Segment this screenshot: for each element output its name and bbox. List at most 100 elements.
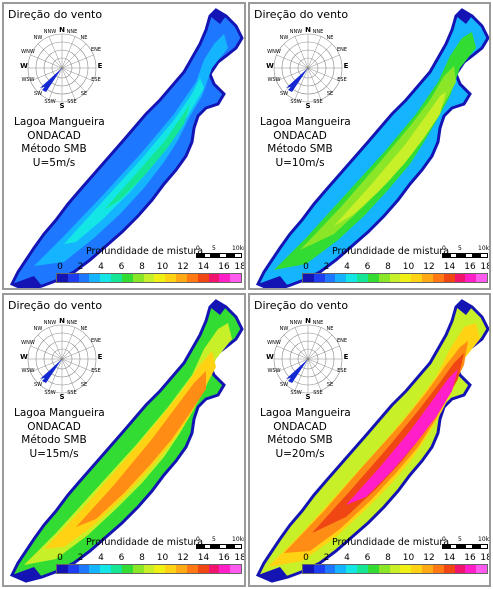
colorbar-swatch — [335, 565, 347, 573]
scale-segment — [234, 253, 243, 258]
legend-tick: 12 — [177, 553, 189, 563]
compass-label: S — [305, 102, 311, 110]
compass-label: N — [305, 26, 311, 34]
scale-segment — [465, 544, 473, 549]
depth-zone — [312, 353, 464, 533]
colorbar-swatch — [432, 565, 444, 573]
colorbar-swatch — [154, 565, 166, 573]
colorbar-swatch — [165, 565, 177, 573]
depth-zone — [255, 299, 489, 583]
legend-tick: 6 — [118, 262, 125, 272]
colorbar-swatch — [57, 274, 68, 282]
scale-label: 5 — [458, 245, 462, 252]
compass-label: SW — [279, 382, 289, 388]
legend-tick: 18m — [480, 262, 489, 272]
depth-zone — [274, 32, 476, 270]
panel-title: Direção do vento — [8, 8, 103, 21]
lagoon-map — [9, 8, 244, 288]
scale-label: 5 — [212, 536, 216, 543]
scale-segment — [472, 253, 481, 258]
depth-zone — [334, 92, 446, 226]
panel-info: Lagoa Mangueira ONDACAD Método SMB U=20m/s — [260, 407, 351, 461]
shore-zone — [258, 276, 288, 288]
compass-label: SSE — [313, 390, 323, 396]
colorbar-swatch — [476, 565, 488, 573]
colorbar-swatch — [357, 565, 368, 573]
legend-tick: 0 — [303, 553, 309, 563]
legend-tick: 16 — [464, 262, 476, 272]
info-method: Método SMB — [21, 143, 87, 155]
compass-label: SSW — [44, 99, 56, 105]
legend-tick: 14 — [197, 262, 210, 272]
info-wind: U=5m/s — [32, 156, 76, 169]
legend-tick: 8 — [139, 262, 145, 272]
info-model: ONDACAD — [273, 129, 327, 142]
rose-spoke — [61, 67, 76, 100]
colorbar-swatch — [313, 274, 325, 282]
colorbar-swatch — [100, 565, 112, 573]
compass-label: ESE — [337, 368, 347, 374]
colorbar-swatch — [303, 274, 314, 282]
colorbar-swatch — [165, 274, 177, 282]
legend-tick: 2 — [323, 553, 330, 563]
panel-info: Lagoa Mangueira ONDACAD Método SMB U=15m/s — [14, 407, 105, 461]
rose-spoke — [307, 67, 322, 100]
compass-label: S — [305, 393, 311, 401]
rose-spoke — [276, 54, 309, 69]
compass-label: N — [59, 26, 65, 34]
colorbar-swatch — [176, 274, 187, 282]
rose-spoke — [307, 345, 340, 360]
rose-spoke — [294, 36, 309, 69]
colorbar-swatch — [143, 565, 155, 573]
rose-spoke — [307, 327, 322, 360]
wind-direction-arrow — [286, 68, 308, 88]
compass-label: ESE — [337, 77, 347, 83]
shore-zone — [12, 567, 42, 581]
colorbar-swatch — [346, 274, 358, 282]
rose-spoke — [294, 358, 309, 391]
colorbar-swatch — [432, 274, 444, 282]
legend-tick: 2 — [77, 262, 84, 272]
legend-tick: 10 — [156, 553, 169, 563]
rose-spoke — [37, 43, 63, 69]
compass-label: S — [59, 102, 65, 110]
colorbar-swatch — [197, 565, 209, 573]
legend-tick: 16 — [218, 553, 230, 563]
compass-label: SSW — [44, 390, 56, 396]
legend-tick: 0 — [303, 262, 309, 272]
compass-label: NNW — [43, 29, 57, 35]
info-location: Lagoa Mangueira — [14, 407, 105, 419]
compass-label: NW — [33, 35, 43, 41]
wind-direction-arrow — [286, 359, 308, 379]
scale-segment — [219, 253, 227, 258]
wind-direction-arrow — [40, 359, 62, 379]
legend-ticks: 0 2 4 6 8 10 12 14 16 18m — [302, 553, 489, 563]
info-model: ONDACAD — [273, 420, 327, 433]
compass-label: N — [305, 317, 311, 325]
info-wind: U=15m/s — [29, 447, 79, 460]
map-panel-p15: Direção do vento N NNE NE ENE E ESE SE SSE S SSW SW… — [2, 293, 246, 587]
scale-label: 0 — [442, 536, 446, 543]
scale-segment — [203, 253, 212, 258]
scale-segment — [203, 544, 212, 549]
compass-label: WNW — [267, 49, 281, 55]
colorbar-swatch — [303, 565, 314, 573]
compass-label: W — [266, 62, 274, 70]
compass-label: NW — [33, 326, 43, 332]
compass-label: N — [59, 317, 65, 325]
colorbar-swatch — [111, 274, 122, 282]
panel-info: Lagoa Mangueira ONDACAD Método SMB U=5m/s — [14, 116, 105, 170]
info-method: Método SMB — [267, 143, 333, 155]
colorbar-swatch — [378, 565, 390, 573]
rose-spoke — [61, 358, 94, 373]
rose-spoke — [307, 358, 322, 391]
compass-label: NW — [279, 326, 289, 332]
scale-label: 0 — [196, 245, 200, 252]
legend-tick: 4 — [98, 262, 104, 272]
rose-spoke — [61, 67, 94, 82]
legend-title: Profundidade de mistura — [332, 246, 450, 257]
scale-label: 10km — [232, 245, 244, 252]
compass-label: NE — [80, 326, 88, 332]
rose-spoke — [61, 54, 94, 69]
map-panel-p5: Direção do vento N NNE NE ENE E ESE SE SSE S SSW SW… — [2, 2, 246, 290]
